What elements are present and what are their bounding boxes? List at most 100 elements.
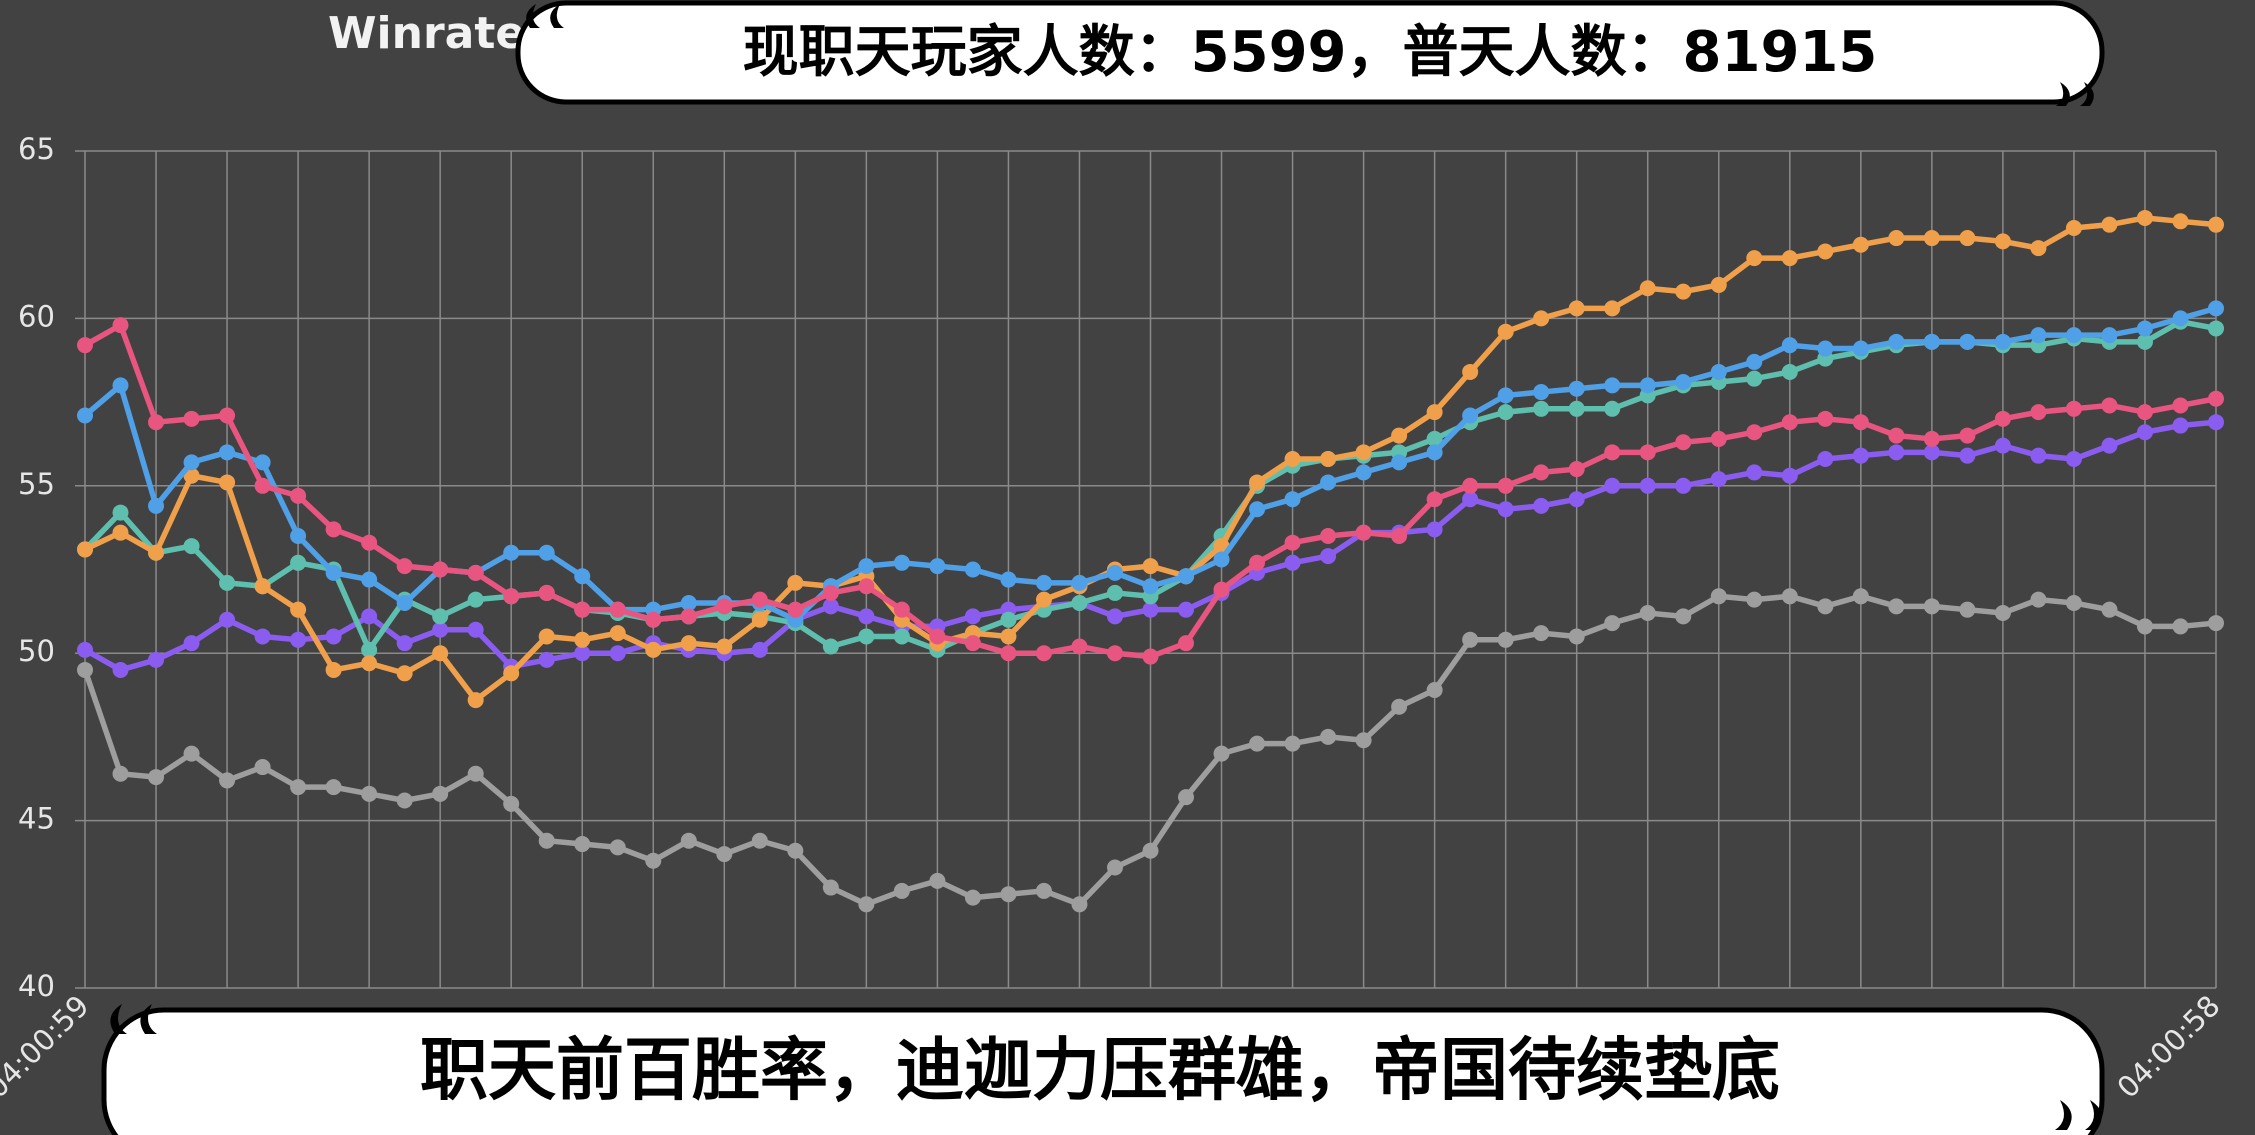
data-point bbox=[1923, 230, 1940, 247]
data-point bbox=[1106, 564, 1123, 581]
data-point bbox=[1035, 882, 1052, 899]
data-point bbox=[574, 601, 591, 618]
data-point bbox=[112, 504, 129, 521]
data-point bbox=[2172, 310, 2189, 327]
data-point bbox=[2136, 333, 2153, 350]
data-point bbox=[254, 578, 271, 595]
data-point bbox=[1568, 380, 1585, 397]
data-point bbox=[538, 832, 555, 849]
data-point bbox=[1604, 444, 1621, 461]
data-point bbox=[325, 661, 342, 678]
data-point bbox=[467, 692, 484, 709]
data-point bbox=[964, 561, 981, 578]
data-point bbox=[1533, 400, 1550, 417]
data-point bbox=[680, 594, 697, 611]
data-point bbox=[2030, 404, 2047, 421]
data-point bbox=[2136, 424, 2153, 441]
data-point bbox=[2101, 397, 2118, 414]
data-point bbox=[1817, 243, 1834, 260]
data-point bbox=[1568, 491, 1585, 508]
data-point bbox=[1888, 598, 1905, 615]
data-point bbox=[787, 842, 804, 859]
data-point bbox=[1710, 430, 1727, 447]
data-point bbox=[183, 467, 200, 484]
data-point bbox=[1106, 645, 1123, 662]
data-point bbox=[645, 852, 662, 869]
data-point bbox=[1817, 598, 1834, 615]
data-point bbox=[1000, 645, 1017, 662]
data-point bbox=[1497, 501, 1514, 518]
data-point bbox=[751, 611, 768, 628]
data-point bbox=[1426, 444, 1443, 461]
data-point bbox=[290, 528, 307, 545]
data-point bbox=[574, 836, 591, 853]
data-point bbox=[183, 745, 200, 762]
data-point bbox=[1497, 404, 1514, 421]
data-point bbox=[325, 521, 342, 538]
data-point bbox=[1852, 236, 1869, 253]
data-point bbox=[964, 608, 981, 625]
data-point bbox=[1142, 648, 1159, 665]
data-point bbox=[929, 558, 946, 575]
data-point bbox=[1000, 628, 1017, 645]
data-point bbox=[1568, 400, 1585, 417]
data-point bbox=[1000, 886, 1017, 903]
data-point bbox=[1320, 528, 1337, 545]
data-point bbox=[1710, 276, 1727, 293]
data-point bbox=[1497, 387, 1514, 404]
data-point bbox=[822, 638, 839, 655]
data-point bbox=[1178, 568, 1195, 585]
y-tick-label: 50 bbox=[18, 634, 55, 668]
data-point bbox=[325, 564, 342, 581]
data-point bbox=[574, 568, 591, 585]
data-point bbox=[893, 554, 910, 571]
data-point bbox=[1604, 377, 1621, 394]
data-point bbox=[2030, 240, 2047, 257]
chart-title: Winrate bbox=[328, 8, 525, 59]
data-point bbox=[2208, 300, 2224, 317]
data-point bbox=[325, 779, 342, 796]
data-point bbox=[1639, 444, 1656, 461]
data-point bbox=[2208, 615, 2224, 632]
data-point bbox=[2065, 594, 2082, 611]
data-point bbox=[1994, 410, 2011, 427]
data-point bbox=[893, 601, 910, 618]
data-point bbox=[1320, 474, 1337, 491]
data-point bbox=[361, 641, 378, 658]
data-point bbox=[680, 635, 697, 652]
data-point bbox=[148, 651, 165, 668]
data-point bbox=[2065, 400, 2082, 417]
data-point bbox=[1213, 551, 1230, 568]
data-point bbox=[2065, 451, 2082, 468]
data-point bbox=[467, 591, 484, 608]
data-point bbox=[1604, 477, 1621, 494]
data-point bbox=[183, 410, 200, 427]
data-point bbox=[1284, 534, 1301, 551]
data-point bbox=[77, 641, 93, 658]
data-point bbox=[1994, 605, 2011, 622]
data-point bbox=[1994, 437, 2011, 454]
data-point bbox=[1178, 789, 1195, 806]
data-point bbox=[467, 621, 484, 638]
data-point bbox=[858, 628, 875, 645]
data-point bbox=[1142, 558, 1159, 575]
data-point bbox=[1675, 477, 1692, 494]
quote-mark bbox=[110, 1004, 157, 1034]
data-point bbox=[1426, 682, 1443, 699]
data-point bbox=[432, 608, 449, 625]
data-point bbox=[1533, 384, 1550, 401]
data-point bbox=[1604, 615, 1621, 632]
data-point bbox=[503, 795, 520, 812]
y-tick-label: 45 bbox=[18, 802, 55, 836]
data-point bbox=[1959, 447, 1976, 464]
data-point bbox=[1249, 735, 1266, 752]
data-point bbox=[1355, 464, 1372, 481]
data-point bbox=[609, 601, 626, 618]
data-point bbox=[1142, 601, 1159, 618]
data-point bbox=[290, 779, 307, 796]
data-point bbox=[574, 645, 591, 662]
data-point bbox=[1071, 574, 1088, 591]
data-point bbox=[1462, 631, 1479, 648]
data-point bbox=[1604, 400, 1621, 417]
data-point bbox=[680, 832, 697, 849]
